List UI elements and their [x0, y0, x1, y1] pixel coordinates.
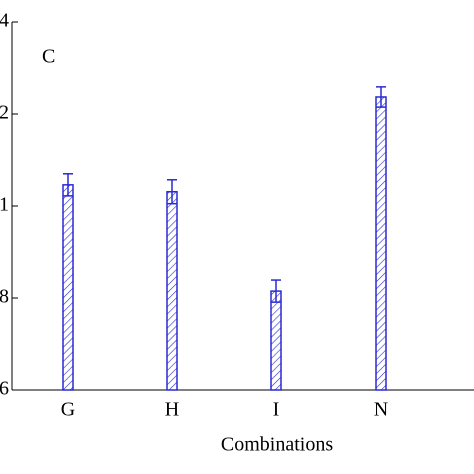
x-axis-label: Combinations [221, 434, 333, 456]
y-tick-label: 0.6 [0, 378, 9, 400]
y-tick-label: 1.2 [0, 102, 9, 124]
y-tick-label: 0.8 [0, 286, 9, 308]
error-bar [376, 86, 386, 108]
panel-label: C [42, 46, 55, 68]
x-tick-label: G [61, 399, 75, 421]
bar [375, 96, 387, 391]
bar [166, 190, 178, 391]
error-bar [271, 279, 281, 303]
bar [270, 290, 282, 391]
error-bar [63, 173, 73, 197]
x-tick-label: N [374, 399, 388, 421]
x-tick-label: H [165, 399, 179, 421]
error-bar [167, 179, 177, 205]
x-tick-label: I [273, 399, 280, 421]
y-tick-label: 1.4 [0, 10, 9, 32]
bar [62, 184, 74, 391]
y-tick-label: 1 [0, 194, 9, 216]
